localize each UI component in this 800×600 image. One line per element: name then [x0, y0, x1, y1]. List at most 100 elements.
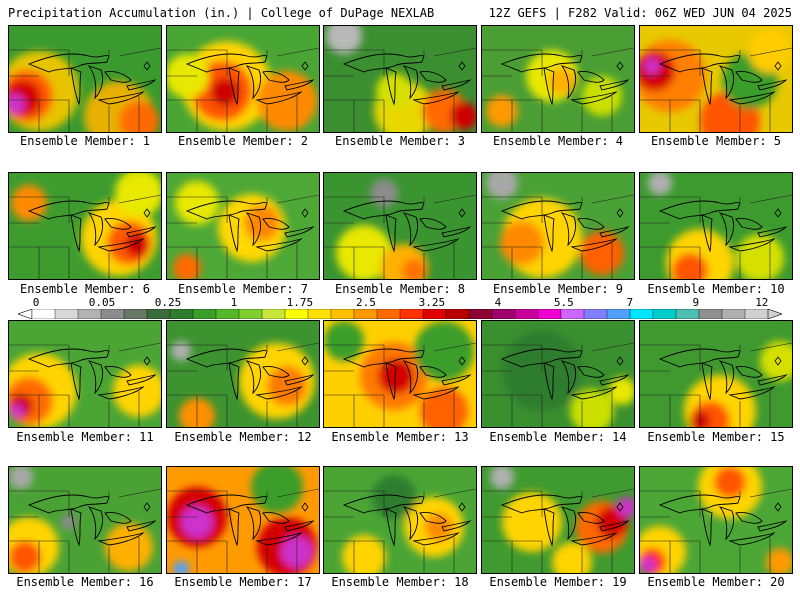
ensemble-panel — [166, 25, 320, 133]
colorbar-swatch — [100, 309, 125, 319]
colorbar-swatch — [744, 309, 769, 319]
precip-cell — [181, 506, 213, 538]
precip-field-map — [482, 467, 634, 573]
colorbar-swatch — [31, 309, 56, 319]
precip-cell — [9, 467, 33, 489]
precip-cell — [251, 467, 303, 513]
precip-cell — [714, 467, 746, 498]
location-marker-icon — [616, 502, 624, 512]
ensemble-panel — [481, 25, 635, 133]
great-lakes-outline — [342, 494, 472, 547]
colorbar-swatch — [537, 309, 562, 319]
precip-cell — [500, 221, 544, 265]
precip-cell — [171, 341, 191, 361]
great-lakes-outline — [27, 348, 157, 401]
great-lakes-outline — [342, 200, 472, 253]
state-borders — [324, 194, 476, 279]
great-lakes-outline — [658, 494, 788, 547]
ensemble-member-caption: Ensemble Member: 7 — [177, 282, 309, 296]
ensemble-member-caption: Ensemble Member: 14 — [489, 430, 627, 444]
precip-field-map — [640, 341, 792, 427]
ensemble-member-caption: Ensemble Member: 10 — [647, 282, 785, 296]
colorbar-swatch — [376, 309, 401, 319]
precip-cell — [502, 492, 562, 552]
location-marker-icon — [458, 61, 466, 71]
great-lakes-outline — [27, 494, 157, 547]
precip-cell — [617, 497, 634, 517]
state-borders — [324, 342, 476, 427]
precip-field-map — [167, 341, 319, 427]
state-borders — [640, 488, 792, 573]
precip-cell — [608, 377, 634, 405]
precip-cell — [450, 102, 476, 130]
precip-field-map — [482, 47, 634, 132]
precip-field-map — [167, 41, 319, 132]
state-borders — [167, 47, 319, 132]
location-marker-icon — [143, 208, 151, 218]
colorbar-swatch — [606, 309, 631, 319]
ensemble-member-caption: Ensemble Member: 17 — [174, 575, 312, 589]
state-borders — [482, 342, 634, 427]
state-borders — [9, 488, 161, 573]
ensemble-member-caption: Ensemble Member: 13 — [331, 430, 469, 444]
colorbar-swatch — [77, 309, 102, 319]
precip-cell — [173, 254, 201, 279]
precip-cell — [324, 321, 364, 361]
ensemble-member-caption: Ensemble Member: 8 — [334, 282, 466, 296]
great-lakes-outline — [185, 494, 315, 547]
precip-cell — [582, 76, 622, 116]
precip-cell — [257, 71, 317, 131]
ensemble-panel — [8, 466, 162, 574]
colorbar-swatch — [330, 309, 355, 319]
ensemble-member-caption: Ensemble Member: 3 — [334, 134, 466, 148]
precip-field-map — [9, 47, 161, 132]
ensemble-panel — [8, 25, 162, 133]
ensemble-member-caption: Ensemble Member: 1 — [19, 134, 151, 148]
precip-cell — [376, 73, 412, 109]
state-borders — [640, 194, 792, 279]
precip-cell — [61, 514, 77, 530]
colorbar-swatch — [422, 309, 447, 319]
colorbar-swatch — [629, 309, 654, 319]
colorbar-swatch — [261, 309, 286, 319]
precip-cell — [490, 467, 514, 489]
location-marker-icon — [616, 356, 624, 366]
ensemble-panel — [639, 25, 793, 133]
colorbar-swatch — [238, 309, 263, 319]
state-borders — [9, 194, 161, 279]
precip-field-map — [324, 179, 476, 279]
precip-cell — [486, 173, 518, 199]
precip-field-map — [9, 467, 161, 573]
ensemble-panel — [481, 466, 635, 574]
colorbar-swatch — [399, 309, 424, 319]
great-lakes-outline — [658, 348, 788, 401]
colorbar-tick-label: 0 — [32, 296, 40, 309]
location-marker-icon — [301, 502, 309, 512]
ensemble-panel — [639, 466, 793, 574]
precip-cell — [648, 173, 672, 195]
colorbar-swatch — [353, 309, 378, 319]
colorbar-swatch — [721, 309, 746, 319]
map-title: Precipitation Accumulation (in.) | Colle… — [8, 6, 435, 20]
precip-cell — [11, 185, 47, 221]
state-borders — [482, 488, 634, 573]
colorbar-min-arrow — [18, 309, 33, 319]
colorbar-tick-label: 1 — [230, 296, 238, 309]
precip-cell — [267, 366, 307, 406]
precip-cell — [173, 561, 189, 573]
colorbar-swatch — [146, 309, 171, 319]
great-lakes-outline — [185, 348, 315, 401]
colorbar-swatch — [445, 309, 470, 319]
precip-cell — [580, 231, 624, 275]
colorbar-swatch — [583, 309, 608, 319]
great-lakes-outline — [500, 494, 630, 547]
location-marker-icon — [616, 61, 624, 71]
precip-cell — [402, 259, 426, 279]
precip-cell — [414, 321, 474, 381]
location-marker-icon — [774, 502, 782, 512]
state-borders — [167, 342, 319, 427]
location-marker-icon — [458, 208, 466, 218]
great-lakes-outline — [342, 53, 472, 106]
colorbar-tick-label: 1.75 — [286, 296, 314, 309]
colorbar-swatch — [307, 309, 332, 319]
